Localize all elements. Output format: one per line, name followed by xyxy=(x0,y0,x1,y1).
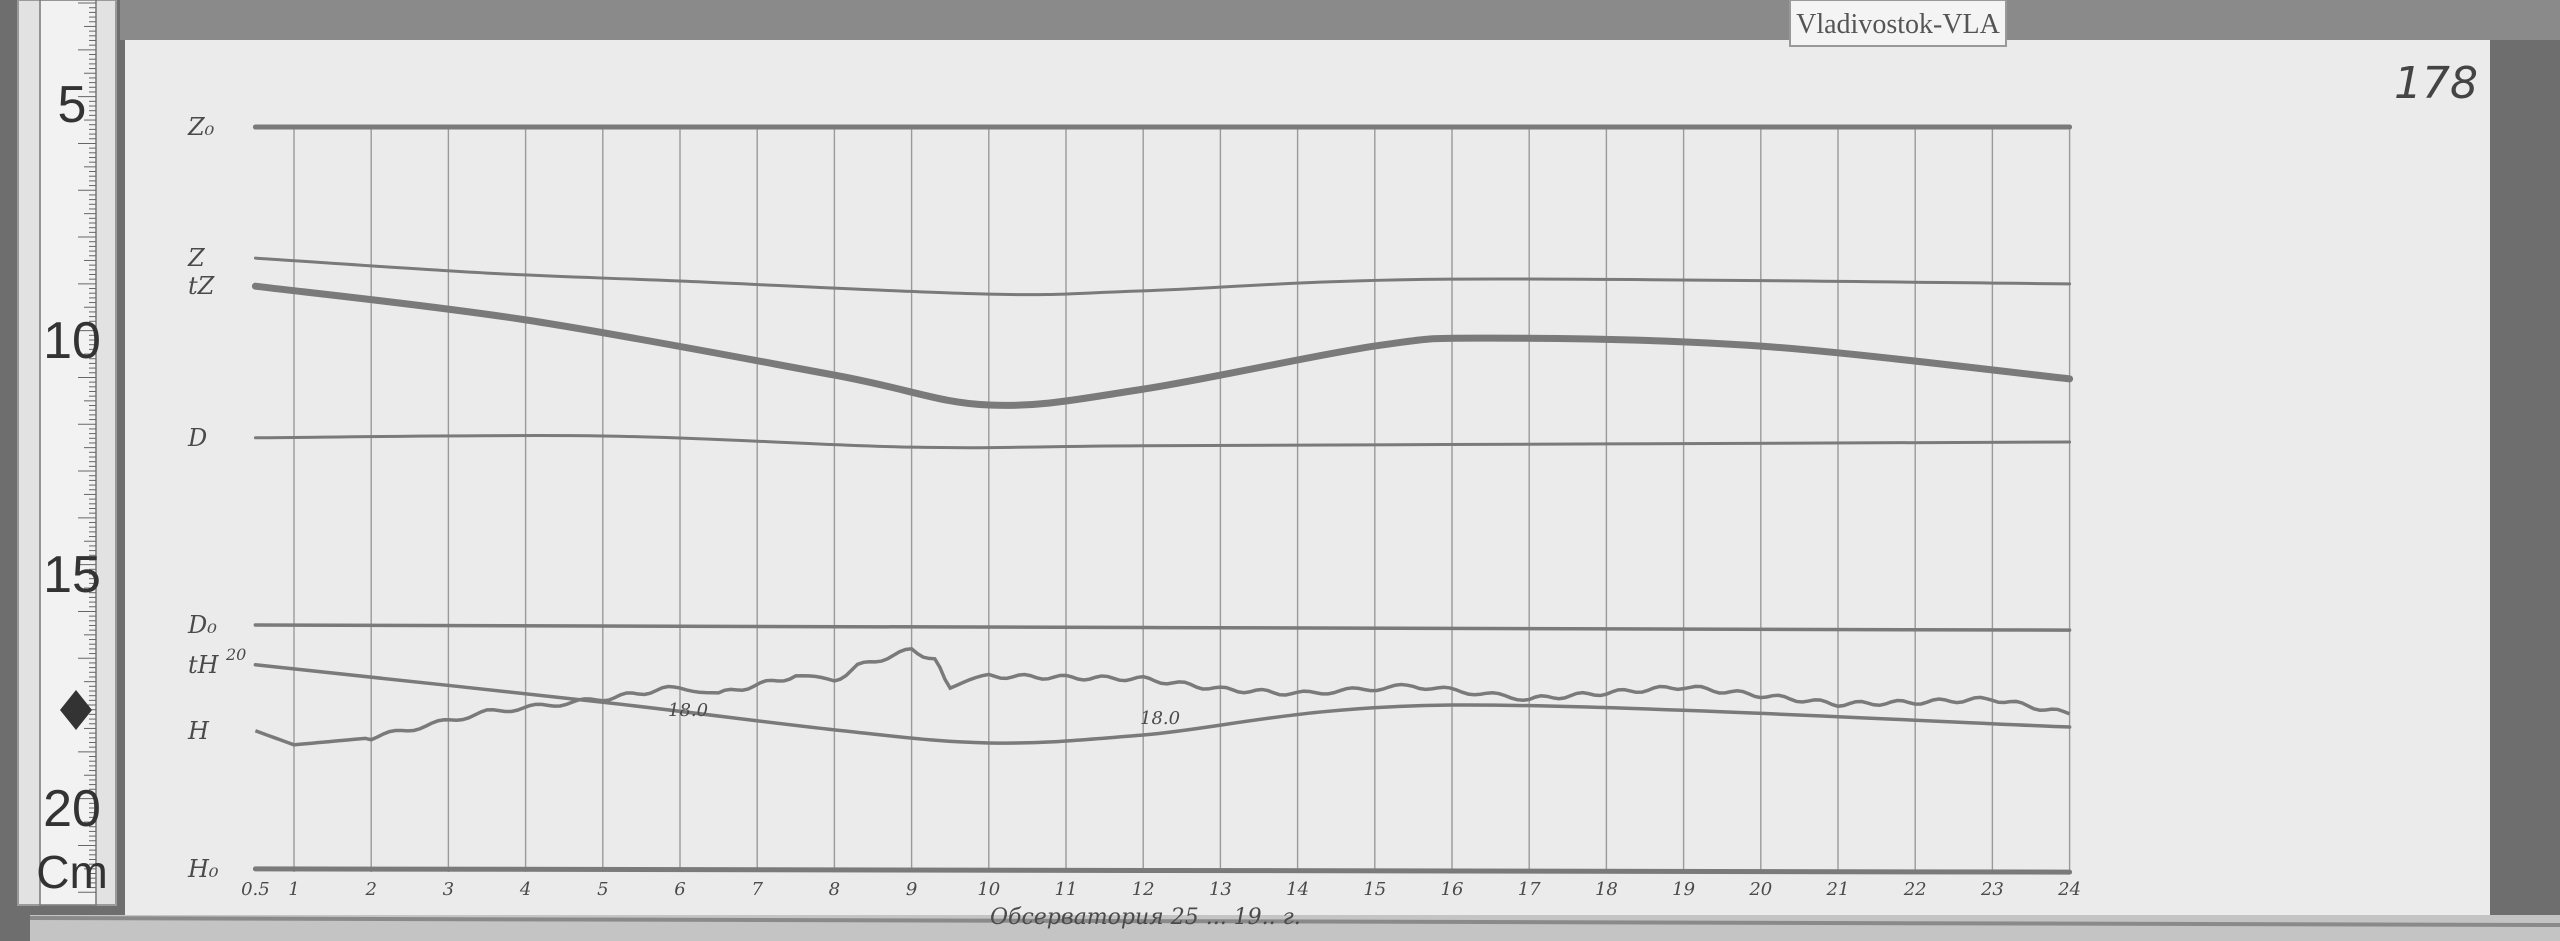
trace-4 xyxy=(253,623,2072,632)
sheet-number: 178 xyxy=(2394,58,2478,109)
annotation-th-start: 20 xyxy=(225,645,246,664)
hour-tick-label: 9 xyxy=(906,879,917,900)
trace-label: H xyxy=(187,717,210,745)
ruler-mark: 5 xyxy=(58,76,87,134)
traces xyxy=(251,124,2074,875)
bottom-edge xyxy=(29,916,2560,927)
ruler-mark: 15 xyxy=(43,546,101,604)
ruler-mark: 10 xyxy=(43,312,101,370)
hour-tick-label: 10 xyxy=(977,879,1000,900)
hour-labels: 0.5 1 2 3 4 5 6 7 8 9 10 11 12 13 14 15 16 17 18 19 20 21 22 23… xyxy=(241,879,2081,900)
trace-2 xyxy=(251,282,2074,409)
trace-1 xyxy=(253,256,2072,297)
hour-tick-label: 12 xyxy=(1132,879,1155,900)
trace-7 xyxy=(252,866,2073,875)
annotation-th-noon: 18.0 xyxy=(1140,708,1180,729)
trace-H xyxy=(254,646,2071,747)
trace-label: D₀ xyxy=(187,611,217,639)
annotation-th-mid: 18.0 xyxy=(668,700,708,721)
trace-label: H₀ xyxy=(187,855,219,883)
hour-tick-label: 20 xyxy=(1748,879,1772,900)
trace-3 xyxy=(253,434,2072,450)
ruler: 5 10 15 20 Cm xyxy=(17,0,117,906)
hour-tick-label: 22 xyxy=(1903,879,1927,900)
station-label: Vladivostok-VLA xyxy=(1796,9,2001,40)
hour-tick-label: 15 xyxy=(1363,879,1386,900)
trace-label: tH xyxy=(188,651,220,679)
hour-tick-label: 24 xyxy=(2057,879,2081,900)
hour-tick-label: 5 xyxy=(597,879,608,900)
hour-tick-label: 2 xyxy=(364,879,376,900)
hour-tick-label: 0.5 xyxy=(241,879,270,900)
ruler-diamond-marker xyxy=(60,690,92,730)
top-strip xyxy=(120,0,2560,40)
hour-tick-label: 21 xyxy=(1826,879,1850,900)
station-label-card: Vladivostok-VLA xyxy=(1789,0,2007,47)
ruler-unit: Cm xyxy=(36,846,108,898)
trace-label: Z₀ xyxy=(187,113,215,141)
hour-tick-label: 3 xyxy=(443,879,454,900)
caption: Обсерватория 25 ... 19.. г. xyxy=(990,905,1301,930)
trace-label: tZ xyxy=(188,272,216,300)
hour-tick-label: 8 xyxy=(829,879,840,900)
hour-tick-label: 16 xyxy=(1441,879,1464,900)
hour-tick-label: 14 xyxy=(1286,879,1309,900)
hour-tick-label: 19 xyxy=(1672,879,1695,900)
paper-sheet xyxy=(125,40,2490,925)
trace-label: D xyxy=(187,424,207,452)
hour-tick-label: 11 xyxy=(1055,879,1078,900)
hour-tick-label: 1 xyxy=(288,879,299,900)
hour-tick-label: 4 xyxy=(519,879,531,900)
hour-tick-label: 17 xyxy=(1518,879,1541,900)
hour-grid xyxy=(293,125,2071,872)
trace-labels: Z₀ ZtZ D D₀ tH H H₀ xyxy=(187,113,220,883)
hour-tick-label: 18 xyxy=(1595,879,1618,900)
trace-label: Z xyxy=(187,244,206,272)
hour-tick-label: 6 xyxy=(674,879,685,900)
ruler-mark: 20 xyxy=(43,780,101,838)
hour-tick-label: 13 xyxy=(1209,879,1232,900)
hour-tick-label: 7 xyxy=(751,879,763,900)
hour-tick-label: 23 xyxy=(1980,879,2004,900)
